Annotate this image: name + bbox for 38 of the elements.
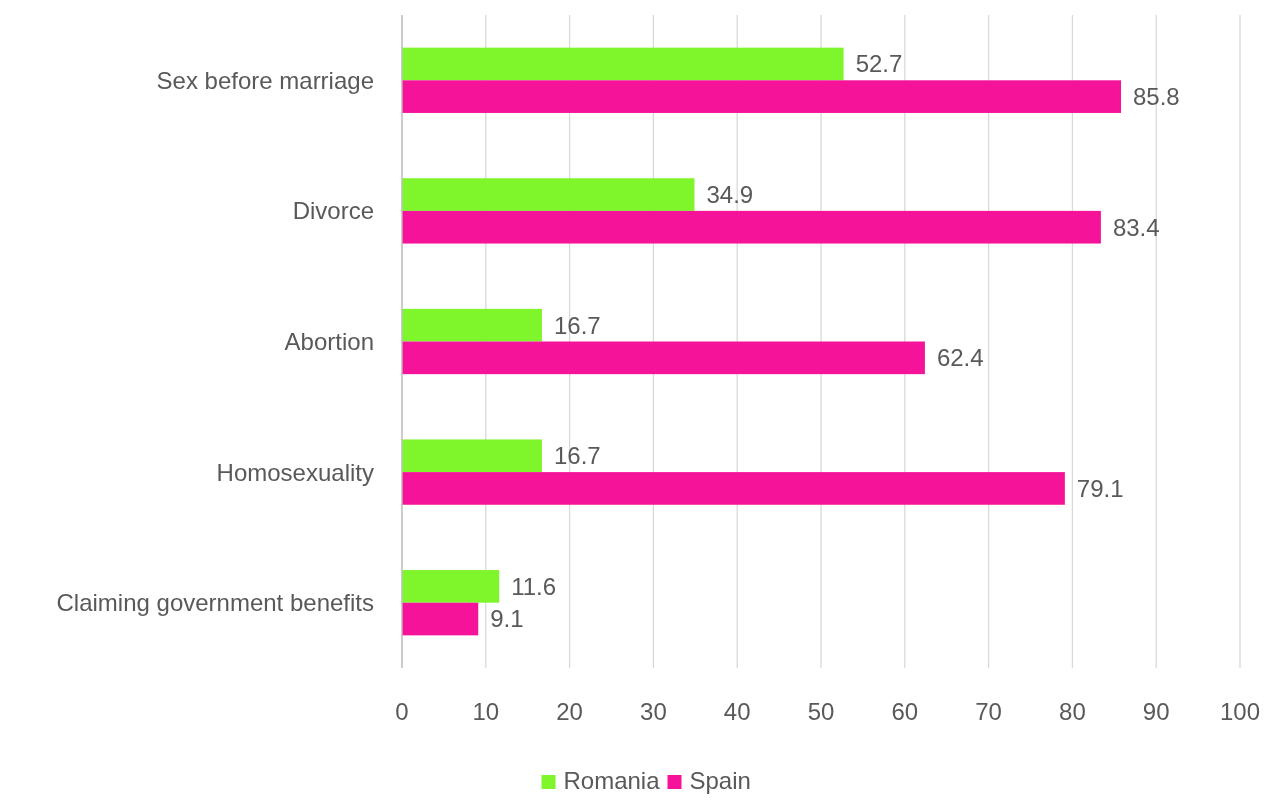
data-label: 83.4 [1112, 213, 1160, 241]
bar [402, 47, 844, 81]
bar [402, 210, 1101, 244]
x-tick-label: 10 [472, 698, 500, 725]
x-tick-label: 80 [1059, 698, 1086, 725]
y-tick-label: Divorce [292, 197, 374, 225]
bar [402, 341, 925, 375]
data-label: 62.4 [936, 344, 984, 372]
data-label: 16.7 [553, 311, 601, 339]
data-label: 52.7 [855, 50, 903, 78]
x-tick-label: 40 [723, 698, 751, 725]
y-tick-label: Abortion [284, 327, 374, 355]
bar [402, 308, 542, 342]
data-label: 16.7 [553, 442, 601, 470]
x-tick-label: 50 [807, 698, 835, 725]
data-label: 11.6 [511, 572, 557, 600]
data-label: 79.1 [1076, 474, 1124, 502]
legend-label: Spain [689, 767, 751, 794]
y-tick-label: Sex before marriage [156, 66, 374, 94]
x-tick-label: 60 [891, 698, 919, 725]
x-tick-label: 100 [1219, 698, 1261, 725]
x-tick-label: 70 [975, 698, 1002, 725]
y-tick-label: Claiming government benefits [56, 589, 374, 617]
bar [402, 472, 1065, 505]
data-label: 9.1 [490, 605, 524, 633]
x-tick-label: 0 [395, 698, 409, 725]
data-label: 34.9 [706, 180, 754, 208]
legend-label: Romania [563, 767, 661, 794]
x-tick-label: 20 [556, 698, 583, 725]
y-tick-label: Homosexuality [216, 458, 374, 486]
bar [402, 178, 695, 211]
x-tick-label: 90 [1142, 698, 1170, 725]
bar [402, 602, 479, 636]
data-label: 85.8 [1133, 83, 1180, 111]
x-tick-label: 30 [640, 698, 667, 725]
bar [402, 570, 500, 603]
bar [402, 439, 542, 473]
bar [402, 80, 1121, 113]
